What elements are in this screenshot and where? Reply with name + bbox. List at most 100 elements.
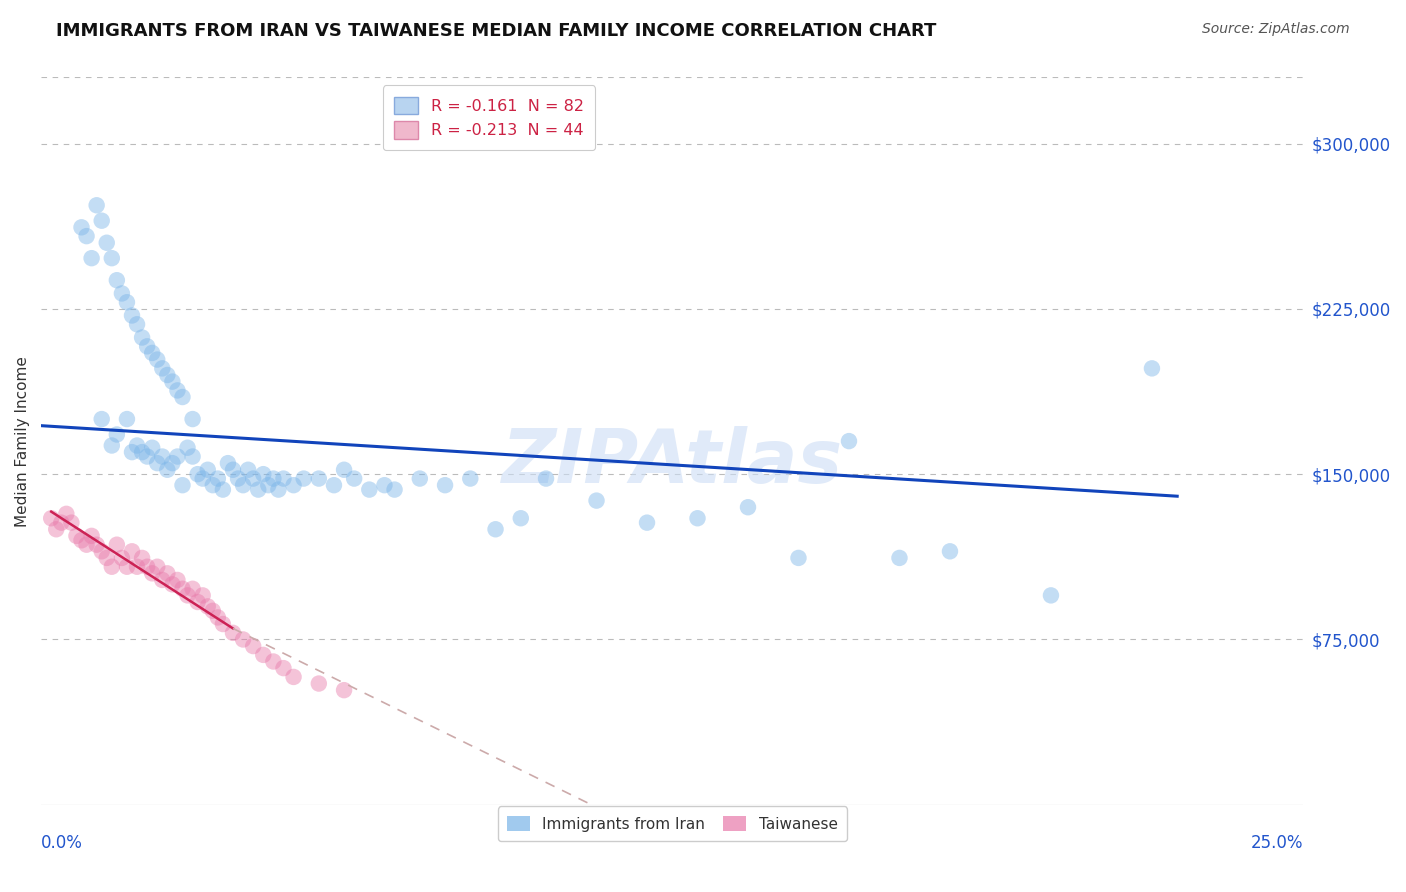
Point [115, 559, 138, 574]
Point [242, 639, 264, 653]
Point [458, 472, 481, 486]
Point [247, 483, 270, 497]
Point [101, 438, 124, 452]
Y-axis label: Median Family Income: Median Family Income [15, 356, 30, 526]
Point [323, 478, 346, 492]
Point [115, 412, 138, 426]
Point [197, 599, 219, 614]
Point [136, 339, 159, 353]
Point [191, 588, 214, 602]
Point [292, 472, 315, 486]
Point [172, 582, 194, 596]
Point [359, 483, 381, 497]
Point [101, 559, 124, 574]
Point [373, 478, 395, 492]
Point [201, 478, 224, 492]
Point [150, 573, 173, 587]
Point [273, 661, 295, 675]
Point [172, 390, 194, 404]
Point [222, 463, 245, 477]
Point [172, 478, 194, 492]
Text: ZIPAtlas: ZIPAtlas [502, 426, 842, 500]
Point [939, 544, 962, 558]
Point [125, 318, 148, 332]
Point [150, 450, 173, 464]
Point [201, 604, 224, 618]
Point [838, 434, 860, 449]
Point [252, 648, 274, 662]
Text: IMMIGRANTS FROM IRAN VS TAIWANESE MEDIAN FAMILY INCOME CORRELATION CHART: IMMIGRANTS FROM IRAN VS TAIWANESE MEDIAN… [56, 22, 936, 40]
Point [96, 235, 118, 250]
Point [308, 472, 330, 486]
Point [226, 472, 249, 486]
Point [105, 427, 128, 442]
Point [166, 450, 188, 464]
Point [283, 478, 305, 492]
Point [181, 582, 204, 596]
Point [162, 577, 184, 591]
Point [236, 463, 259, 477]
Point [212, 617, 235, 632]
Point [333, 683, 356, 698]
Point [197, 463, 219, 477]
Point [156, 368, 179, 382]
Point [51, 516, 73, 530]
Point [484, 522, 506, 536]
Point [141, 346, 163, 360]
Point [121, 309, 143, 323]
Point [262, 472, 284, 486]
Point [737, 500, 759, 515]
Point [343, 472, 366, 486]
Point [176, 441, 198, 455]
Point [90, 213, 112, 227]
Point [1140, 361, 1163, 376]
Point [105, 273, 128, 287]
Point [86, 198, 108, 212]
Point [121, 445, 143, 459]
Point [150, 361, 173, 376]
Text: 25.0%: 25.0% [1251, 834, 1303, 852]
Point [187, 467, 209, 482]
Point [80, 529, 103, 543]
Point [80, 251, 103, 265]
Point [156, 566, 179, 581]
Point [257, 478, 280, 492]
Point [105, 538, 128, 552]
Point [232, 632, 254, 647]
Point [434, 478, 457, 492]
Point [121, 544, 143, 558]
Point [141, 566, 163, 581]
Point [101, 251, 124, 265]
Point [889, 550, 911, 565]
Point [76, 229, 98, 244]
Point [222, 625, 245, 640]
Point [125, 559, 148, 574]
Point [131, 445, 153, 459]
Point [115, 295, 138, 310]
Point [76, 538, 98, 552]
Point [585, 493, 607, 508]
Point [207, 472, 229, 486]
Point [86, 538, 108, 552]
Point [166, 384, 188, 398]
Point [65, 529, 87, 543]
Point [187, 595, 209, 609]
Point [162, 375, 184, 389]
Point [181, 450, 204, 464]
Point [131, 330, 153, 344]
Point [534, 472, 557, 486]
Point [111, 286, 134, 301]
Point [191, 472, 214, 486]
Legend: Immigrants from Iran, Taiwanese: Immigrants from Iran, Taiwanese [498, 806, 846, 841]
Point [136, 450, 159, 464]
Point [787, 550, 810, 565]
Point [267, 483, 290, 497]
Point [125, 438, 148, 452]
Point [333, 463, 356, 477]
Point [70, 220, 93, 235]
Point [162, 456, 184, 470]
Point [90, 544, 112, 558]
Point [262, 655, 284, 669]
Point [636, 516, 658, 530]
Point [252, 467, 274, 482]
